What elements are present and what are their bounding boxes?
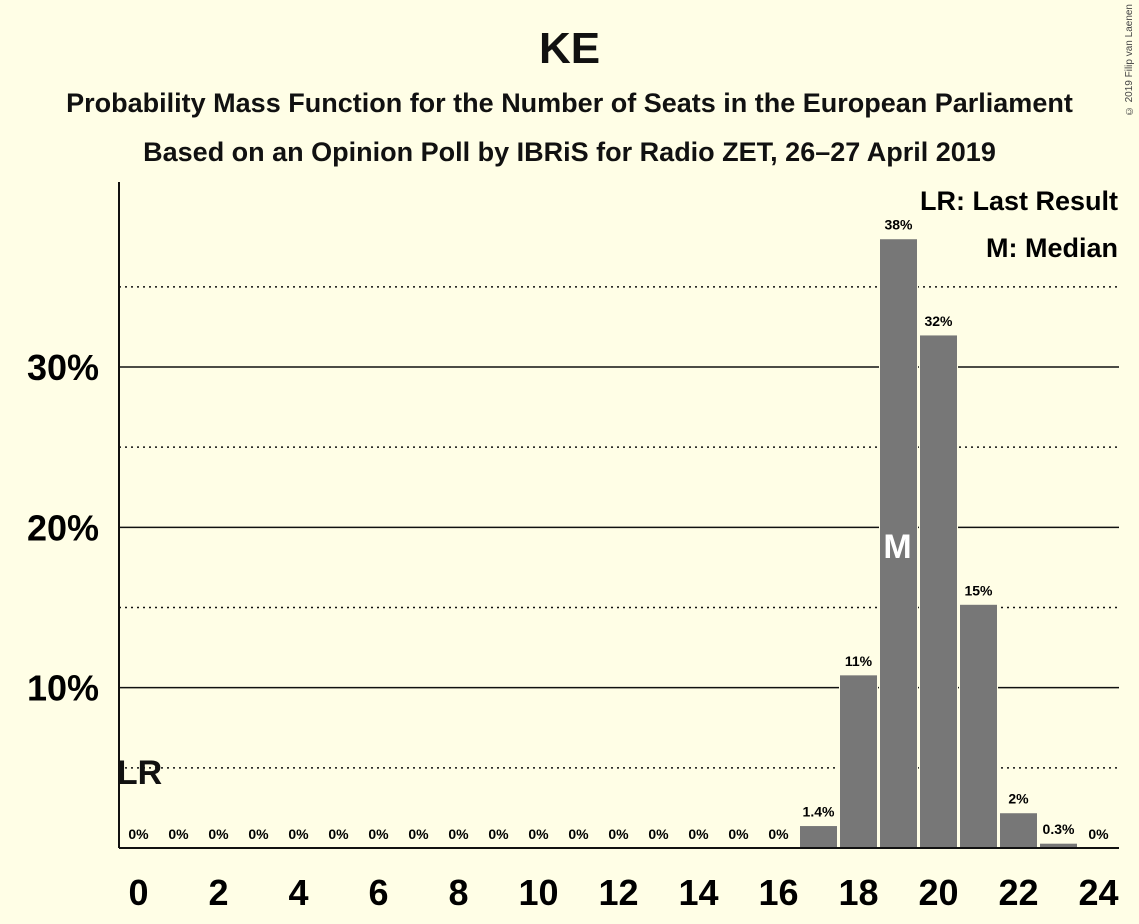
data-label-seats-17: 1.4% xyxy=(803,804,835,820)
chart-title: KE xyxy=(538,24,601,73)
x-tick-label-16: 16 xyxy=(758,872,798,913)
data-label-seats-0: 0% xyxy=(128,826,149,842)
data-label-seats-20: 32% xyxy=(924,313,953,329)
chart-subtitle: Probability Mass Function for the Number… xyxy=(66,88,1073,118)
data-label-seats-19: 38% xyxy=(884,217,913,233)
data-label-seats-22: 2% xyxy=(1008,791,1029,807)
x-tick-label-22: 22 xyxy=(998,872,1038,913)
data-label-seats-11: 0% xyxy=(568,826,589,842)
legend-median: M: Median xyxy=(986,233,1118,263)
last-result-marker: LR xyxy=(117,754,162,792)
data-label-seats-24: 0% xyxy=(1088,826,1109,842)
data-label-seats-21: 15% xyxy=(964,582,993,598)
x-tick-label-6: 6 xyxy=(368,872,388,913)
data-label-seats-2: 0% xyxy=(208,826,229,842)
median-marker: M xyxy=(883,528,911,566)
bar-seats-21 xyxy=(959,603,998,849)
x-tick-label-14: 14 xyxy=(678,872,718,913)
bar-seats-17 xyxy=(799,825,838,849)
data-label-seats-18: 11% xyxy=(845,653,873,669)
data-label-seats-3: 0% xyxy=(248,826,269,842)
x-tick-label-24: 24 xyxy=(1078,872,1118,913)
x-tick-labels: 0 2 4 6 8 10 12 14 16 18 20 22 24 xyxy=(128,872,1118,913)
data-label-seats-13: 0% xyxy=(648,826,669,842)
data-label-seats-16: 0% xyxy=(768,826,789,842)
data-label-seats-7: 0% xyxy=(408,826,429,842)
x-tick-label-10: 10 xyxy=(518,872,558,913)
data-label-seats-8: 0% xyxy=(448,826,469,842)
x-tick-label-2: 2 xyxy=(208,872,228,913)
y-tick-label-30: 30% xyxy=(27,347,99,388)
bar-seats-22 xyxy=(999,812,1038,849)
y-tick-label-10: 10% xyxy=(27,668,99,709)
bar-seats-20 xyxy=(919,334,958,849)
x-tick-label-12: 12 xyxy=(598,872,638,913)
data-label-seats-12: 0% xyxy=(608,826,629,842)
data-label-seats-15: 0% xyxy=(728,826,749,842)
x-tick-label-8: 8 xyxy=(448,872,468,913)
x-tick-label-4: 4 xyxy=(288,872,308,913)
data-label-seats-9: 0% xyxy=(488,826,509,842)
chart-subtitle-poll: Based on an Opinion Poll by IBRiS for Ra… xyxy=(143,137,996,167)
y-tick-labels: 10% 20% 30% xyxy=(27,347,99,709)
data-label-seats-1: 0% xyxy=(168,826,189,842)
data-label-seats-10: 0% xyxy=(528,826,549,842)
y-tick-label-20: 20% xyxy=(27,507,99,548)
data-label-seats-14: 0% xyxy=(688,826,709,842)
x-tick-label-18: 18 xyxy=(838,872,878,913)
data-label-seats-4: 0% xyxy=(288,826,309,842)
data-label-seats-6: 0% xyxy=(368,826,389,842)
bar-layer xyxy=(799,238,1078,849)
data-label-seats-5: 0% xyxy=(328,826,349,842)
data-label-seats-23: 0.3% xyxy=(1043,821,1075,837)
legend-last-result: LR: Last Result xyxy=(920,186,1118,216)
label-layer: 0% 0% 0% 0% 0% 0% 0% 0% 0% 0% 0% 0% 0% 0% 0% 0% 0% 1.4% 11… xyxy=(117,217,1109,842)
x-tick-label-0: 0 xyxy=(128,872,148,913)
bar-seats-18 xyxy=(839,674,878,849)
x-tick-label-20: 20 xyxy=(918,872,958,913)
